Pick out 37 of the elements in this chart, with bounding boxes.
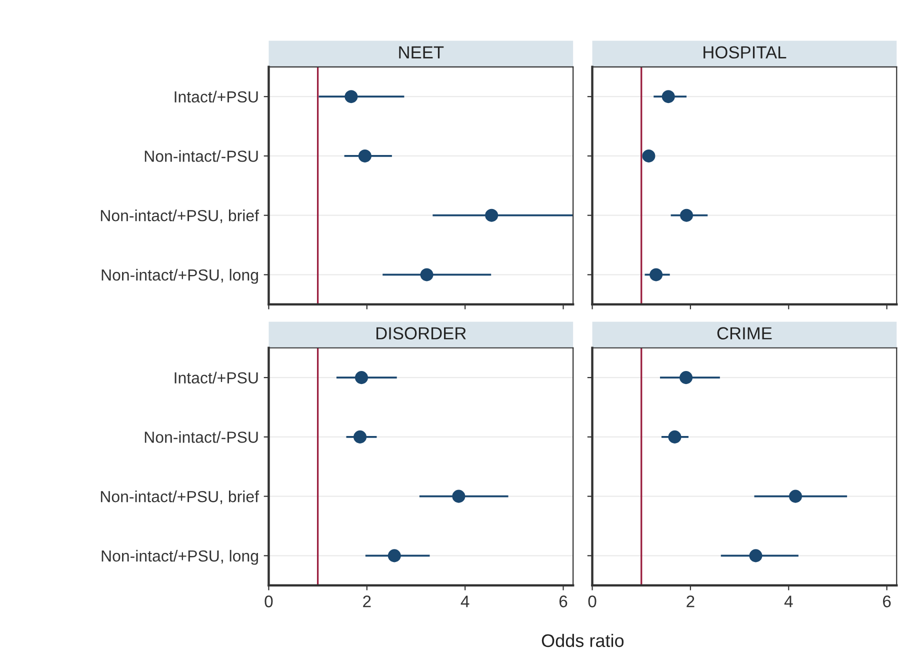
x-axis-title: Odds ratio — [542, 634, 624, 648]
chart-title: HOSPITAL — [704, 46, 786, 58]
point — [344, 90, 358, 104]
x-tick-label: 2 — [363, 596, 371, 608]
x-tick-label: 6 — [883, 596, 891, 608]
y-tick-label: Intact/+PSU — [174, 372, 258, 384]
y-tick-label: Intact/+PSU — [174, 90, 258, 103]
point — [749, 549, 762, 562]
chart-title: DISORDER — [376, 327, 466, 340]
point — [485, 208, 498, 222]
y-tick-label: Non-intact/+PSU, brief — [100, 210, 260, 224]
point — [388, 549, 401, 562]
point — [358, 149, 372, 162]
point — [668, 430, 682, 444]
point — [354, 430, 367, 444]
point — [662, 90, 675, 104]
x-tick-label: 2 — [686, 596, 694, 608]
x-tick-label: 6 — [559, 596, 568, 608]
y-tick-label: Non-intact/-PSU — [144, 150, 258, 162]
y-tick-label: Non-intact/-PSU — [144, 431, 258, 443]
y-tick-label: Non-intact/+PSU, long — [102, 550, 258, 565]
x-tick-label: 4 — [784, 596, 793, 608]
point — [354, 371, 368, 384]
point — [680, 371, 693, 384]
point — [642, 149, 656, 162]
point — [789, 490, 802, 503]
y-tick-label: Non-intact/+PSU, long — [102, 268, 258, 284]
point — [680, 208, 694, 222]
x-tick-label: 4 — [460, 596, 470, 608]
point — [452, 490, 466, 503]
chart-title: CRIME — [717, 327, 772, 340]
x-tick-label: 0 — [588, 596, 596, 608]
point — [650, 268, 663, 282]
point — [420, 268, 434, 282]
x-tick-label: 0 — [264, 596, 273, 608]
chart-title: NEET — [399, 46, 444, 58]
y-tick-label: Non-intact/+PSU, brief — [100, 490, 260, 504]
